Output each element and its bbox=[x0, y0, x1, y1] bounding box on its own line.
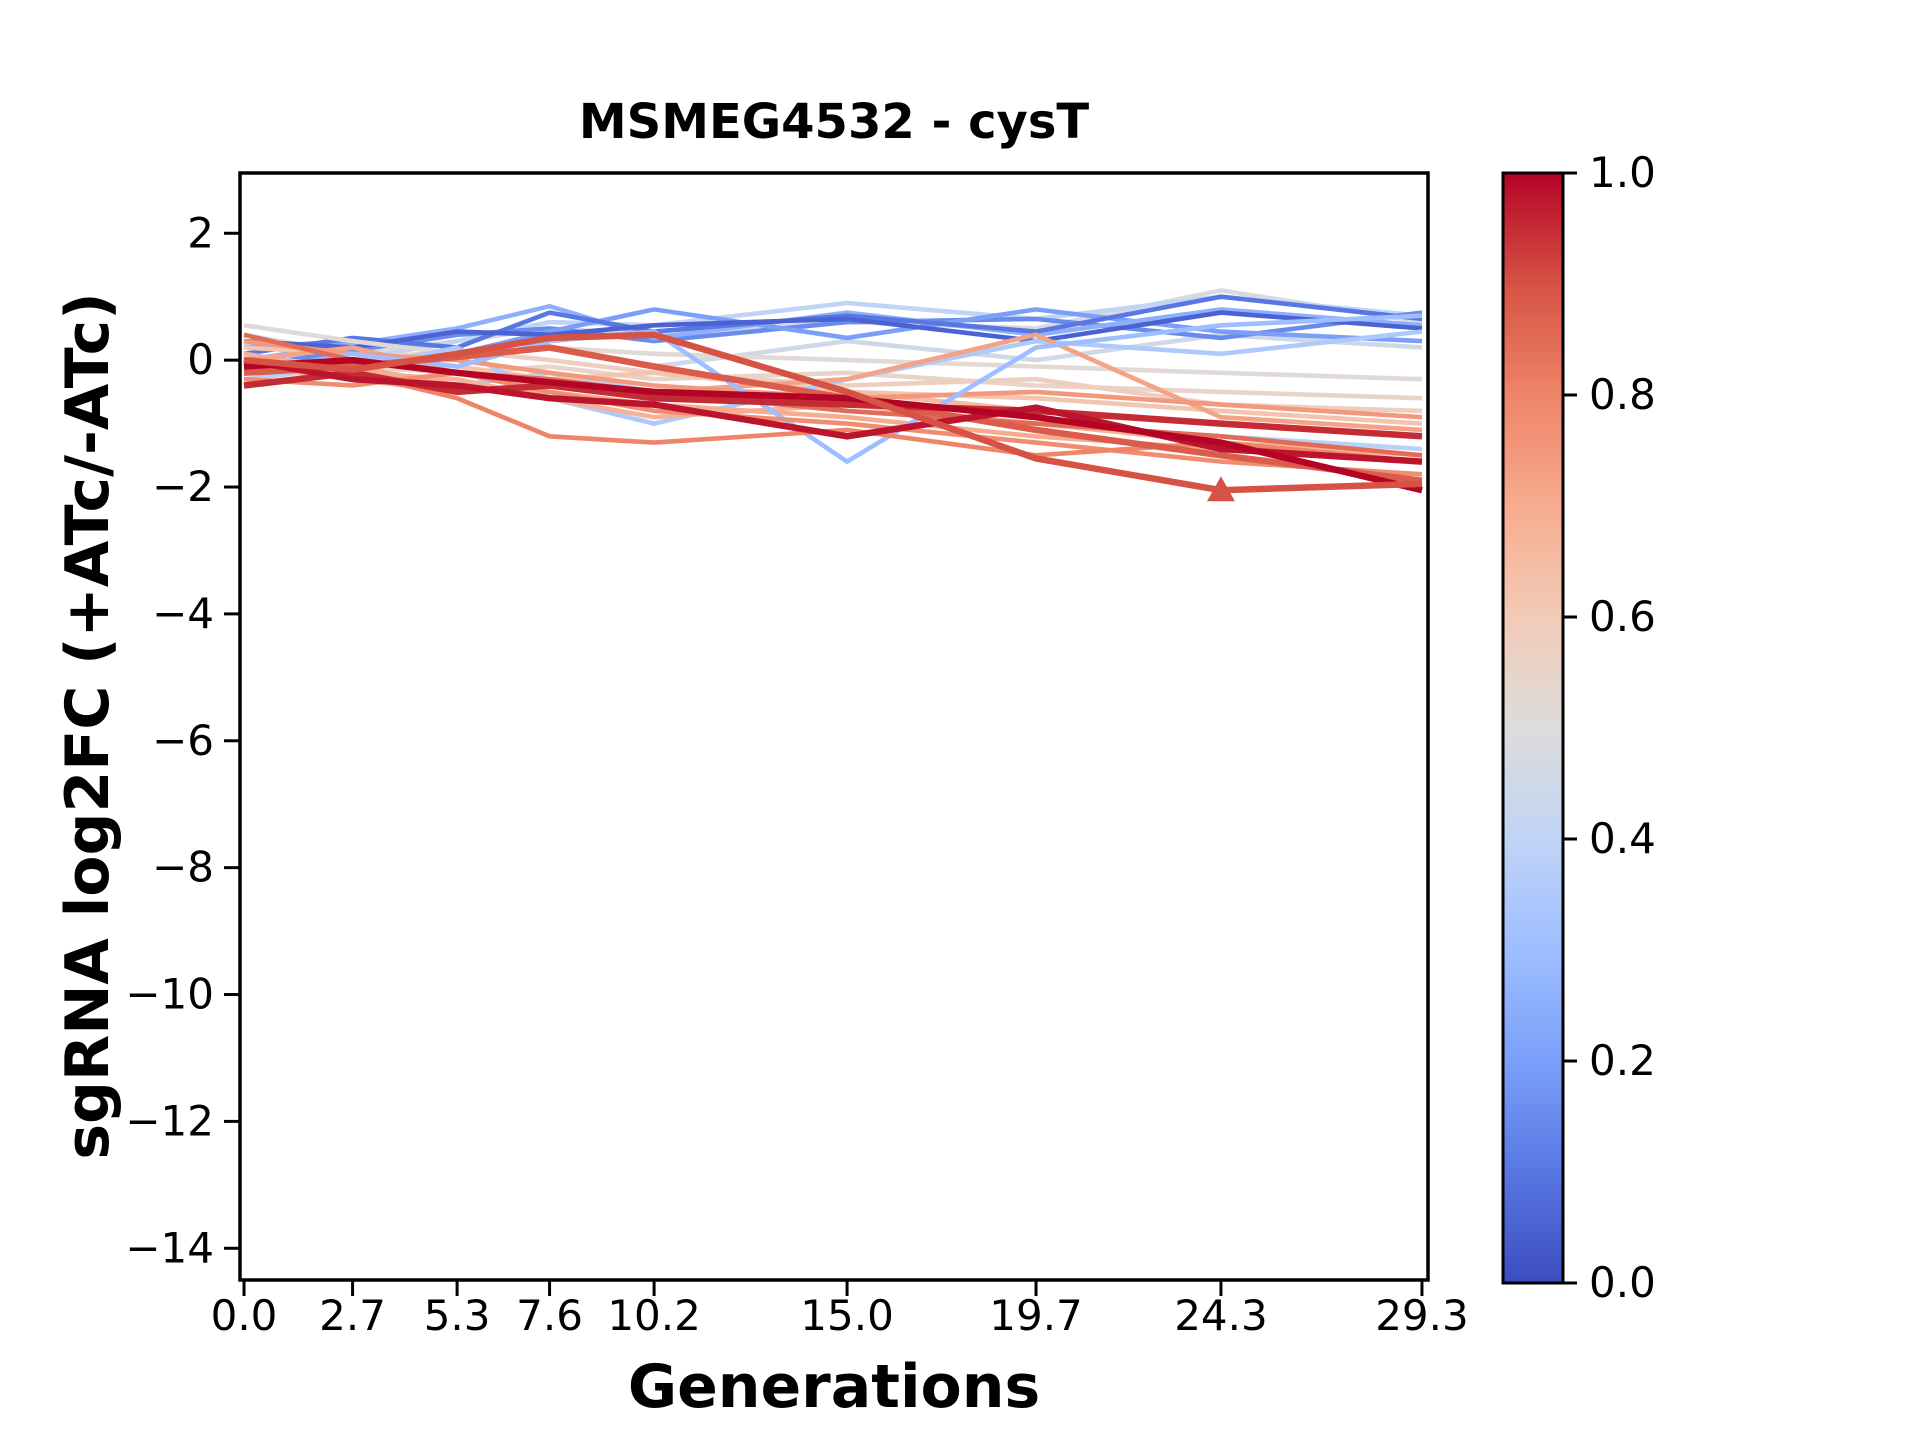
x-tick-label: 19.7 bbox=[989, 1291, 1083, 1340]
y-axis-ticks: 2 0 −2 −4 −6 −8 −10 −12 −14 bbox=[125, 208, 240, 1272]
x-tick-label: 5.3 bbox=[424, 1291, 491, 1340]
sgrna-trace-9 bbox=[243, 310, 1423, 350]
y-tick-label: −12 bbox=[125, 1096, 214, 1145]
x-axis-ticks: 0.0 2.7 5.3 7.6 10.2 15.0 19.7 24.3 29.3 bbox=[211, 1280, 1469, 1340]
series-lines bbox=[243, 288, 1423, 502]
x-tick-label: 29.3 bbox=[1375, 1291, 1469, 1340]
x-tick-label: 0.0 bbox=[211, 1291, 278, 1340]
colorbar-tick-label: 0.4 bbox=[1589, 814, 1656, 863]
colorbar-tick-label: 0.8 bbox=[1589, 370, 1656, 419]
y-tick-label: −10 bbox=[125, 970, 214, 1019]
colorbar-gradient bbox=[1501, 171, 1565, 1285]
y-tick-label: −14 bbox=[125, 1223, 214, 1272]
x-tick-label: 15.0 bbox=[800, 1291, 894, 1340]
y-tick-label: 2 bbox=[187, 208, 214, 257]
sgrna-trace-28 bbox=[243, 331, 1423, 494]
y-tick-label: −4 bbox=[152, 589, 214, 638]
colorbar-tick-label: 0.0 bbox=[1589, 1258, 1656, 1307]
x-axis-label: Generations bbox=[627, 1352, 1041, 1422]
x-tick-label: 10.2 bbox=[607, 1291, 701, 1340]
colorbar-tick-label: 1.0 bbox=[1589, 148, 1656, 197]
x-tick-label: 24.3 bbox=[1174, 1291, 1268, 1340]
y-tick-label: −8 bbox=[152, 843, 214, 892]
colorbar-tick-label: 0.6 bbox=[1589, 592, 1656, 641]
y-tick-label: 0 bbox=[187, 335, 214, 384]
sgrna-trace-10 bbox=[243, 323, 1423, 382]
y-tick-label: −2 bbox=[152, 462, 214, 511]
chart-title: MSMEG4532 - cysT bbox=[578, 94, 1090, 150]
axes-spines bbox=[238, 171, 1430, 1282]
colorbar: 1.0 0.8 0.6 0.4 0.2 0.0 bbox=[1501, 148, 1656, 1307]
x-tick-label: 7.6 bbox=[516, 1291, 583, 1340]
colorbar-tick-label: 0.2 bbox=[1589, 1036, 1656, 1085]
depleted-sgrna-marker-triangle bbox=[1206, 476, 1235, 502]
y-tick-label: −6 bbox=[152, 716, 214, 765]
x-tick-label: 2.7 bbox=[319, 1291, 386, 1340]
